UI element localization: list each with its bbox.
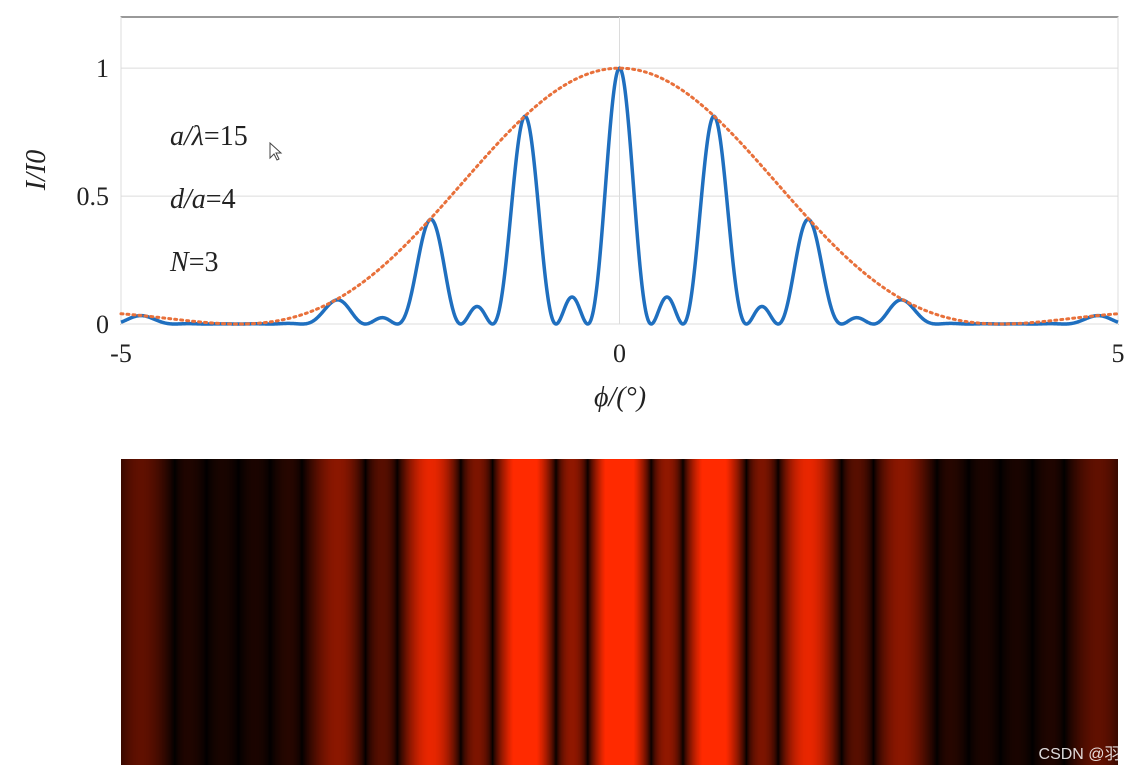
x-tick-label: 0 [613,339,626,368]
envelope-curve [119,66,1120,326]
x-tick-label: -5 [110,339,132,368]
annotation-n-value: 3 [204,247,218,278]
fringe-pattern [121,459,1118,765]
y-tick-label: 0.5 [77,182,110,211]
y-axis-label: I/I0 [21,150,52,191]
x-tick-label: 5 [1112,339,1125,368]
annotation-a-lambda-value: 15 [220,121,248,152]
x-axis-label: ϕ/(°) [594,382,646,413]
annotation-d-a-var: d/a [170,184,206,215]
curves [119,66,1120,326]
ticks: -5 0 500.51 [77,54,1125,368]
annotation-n-var: N [169,247,190,278]
cursor-icon [269,141,283,161]
annotation-d-a-value: 4 [222,184,236,215]
annotation-d-a: d/a=4 [170,184,236,215]
annotation-a-lambda-var: a/λ [170,121,204,152]
y-tick-label: 0 [96,310,109,339]
watermark: CSDN @羽t [1038,746,1125,763]
y-tick-label: 1 [96,54,109,83]
annotation-a-lambda: a/λ=15 [170,121,248,152]
annotation-n: N=3 [169,247,218,278]
